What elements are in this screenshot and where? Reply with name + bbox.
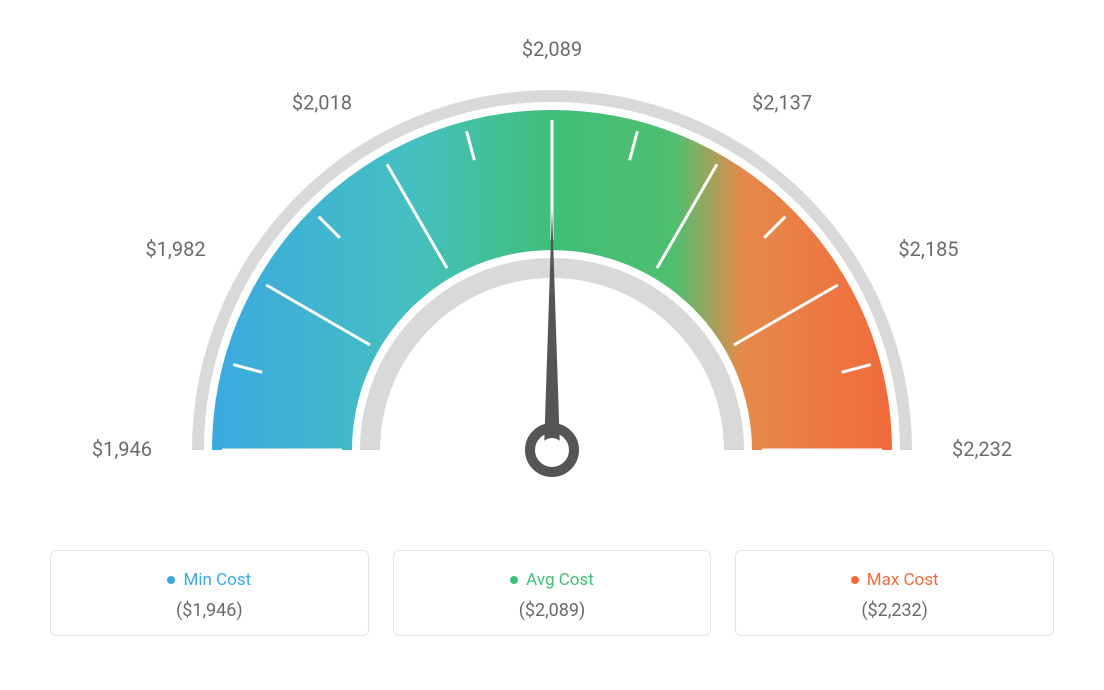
gauge-tick-label: $2,185	[898, 237, 958, 261]
gauge-tick-label: $2,232	[952, 437, 1012, 461]
min-cost-value: ($1,946)	[71, 600, 348, 621]
gauge-tick-label: $1,982	[145, 237, 205, 261]
gauge-chart: $1,946 $1,982 $2,018 $2,089 $2,137 $2,185 $2,2…	[20, 20, 1084, 520]
max-cost-label: Max Cost	[851, 570, 939, 590]
max-cost-value: ($2,232)	[756, 600, 1033, 621]
avg-cost-card: Avg Cost ($2,089)	[393, 550, 712, 636]
min-cost-card: Min Cost ($1,946)	[50, 550, 369, 636]
avg-cost-label: Avg Cost	[510, 570, 594, 590]
gauge-tick-label: $1,946	[92, 437, 152, 461]
min-cost-label: Min Cost	[167, 570, 251, 590]
gauge-tick-label: $2,137	[752, 91, 812, 115]
gauge-needle-hub-inner	[540, 438, 564, 462]
gauge-svg: $1,946 $1,982 $2,018 $2,089 $2,137 $2,185 $2,2…	[20, 20, 1084, 520]
avg-cost-value: ($2,089)	[414, 600, 691, 621]
gauge-tick-label: $2,089	[522, 37, 582, 61]
summary-cards: Min Cost ($1,946) Avg Cost ($2,089) Max …	[20, 550, 1084, 636]
max-cost-card: Max Cost ($2,232)	[735, 550, 1054, 636]
gauge-tick-label: $2,018	[292, 91, 352, 115]
